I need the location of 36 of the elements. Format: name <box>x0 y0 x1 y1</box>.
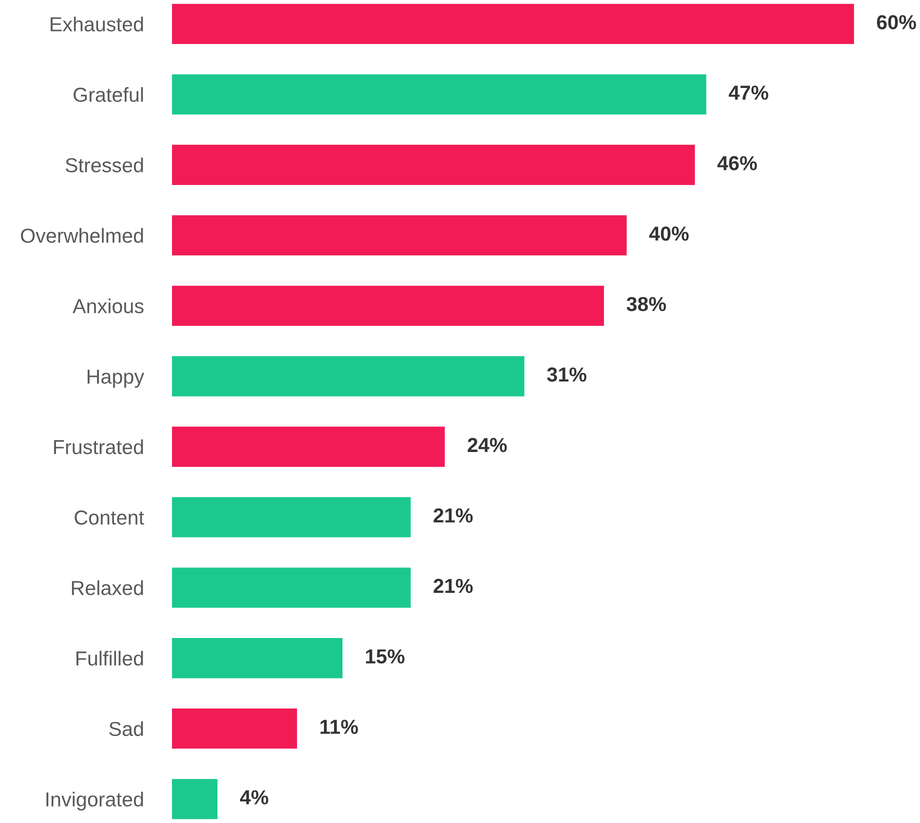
bar <box>172 426 445 467</box>
bar <box>172 708 298 749</box>
bar <box>172 74 706 114</box>
bar <box>172 497 411 538</box>
y-tick-label: Frustrated <box>54 439 143 454</box>
bar <box>172 638 343 678</box>
data-label: 31% <box>547 367 586 382</box>
data-label: 38% <box>626 296 666 312</box>
y-tick-label: Anxious <box>72 298 144 314</box>
data-label: 11% <box>320 720 358 734</box>
bar <box>172 215 627 256</box>
y-tick-label: Relaxed <box>72 580 143 596</box>
y-tick-label: Content <box>74 510 144 525</box>
data-label: 40% <box>649 226 689 241</box>
bar <box>172 286 604 326</box>
data-label: 4% <box>240 790 268 804</box>
y-tick-label: Exhausted <box>50 16 143 32</box>
bar <box>172 356 524 396</box>
y-tick-label: Happy <box>88 370 144 388</box>
data-label: 24% <box>468 438 507 452</box>
data-label: 21% <box>434 508 473 523</box>
y-tick-label: Invigorated <box>46 792 143 811</box>
bar <box>172 778 218 820</box>
y-tick-label: Overwhelmed <box>20 228 143 243</box>
data-label: 15% <box>366 649 405 664</box>
y-tick-label: Grateful <box>74 87 143 102</box>
data-label: 21% <box>434 578 473 594</box>
bar <box>172 568 411 608</box>
y-tick-label: Fulfilled <box>76 650 143 666</box>
bar <box>172 4 854 44</box>
data-label: 46% <box>717 156 757 170</box>
y-tick-label: Stressed <box>66 158 143 172</box>
y-tick-label: Sad <box>109 721 143 736</box>
data-label: 60% <box>876 15 916 30</box>
data-label: 47% <box>728 86 768 100</box>
bar <box>172 144 695 185</box>
